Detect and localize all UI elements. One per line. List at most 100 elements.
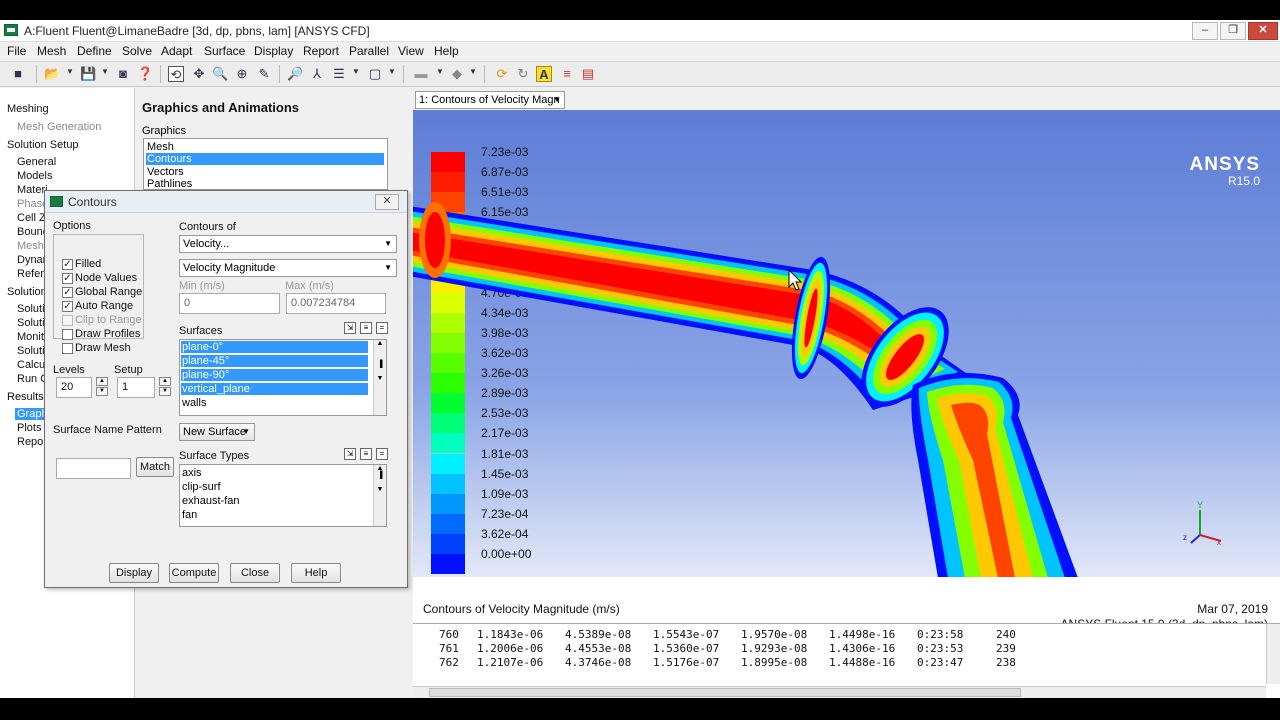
graphics-window-select[interactable]: 1: Contours of Velocity Magn ▼ xyxy=(415,91,565,109)
levels-increment-icon[interactable]: ▲ xyxy=(96,377,108,386)
tree-boundary-conditions[interactable]: Bound xyxy=(17,226,49,238)
console[interactable]: 760 1.1843e-06 4.5389e-08 1.5543e-07 1.9570e… xyxy=(413,623,1280,698)
close-button[interactable]: Close xyxy=(230,563,280,583)
min-field[interactable]: 0 xyxy=(179,293,280,314)
surface-item[interactable]: walls xyxy=(182,397,207,409)
setup-decrement-icon[interactable]: ▼ xyxy=(159,387,171,396)
menu-report[interactable]: Report xyxy=(303,44,340,58)
surface-type-item[interactable]: exhaust-fan xyxy=(182,495,240,507)
help-icon[interactable]: ❓ xyxy=(137,66,154,81)
surface-type-item[interactable]: fan xyxy=(182,509,198,521)
views-icon[interactable]: ☰ xyxy=(333,66,345,81)
console-horizontal-scrollbar[interactable] xyxy=(413,686,1266,698)
new-surface-button[interactable]: New Surface ▼ xyxy=(179,423,255,441)
restore-button[interactable]: ❐ xyxy=(1220,22,1246,40)
display-mode-icon[interactable]: ▬ xyxy=(414,66,428,81)
tree-graphics-and-animations[interactable]: Graph xyxy=(15,408,50,420)
residuals-icon[interactable]: ≡ xyxy=(563,66,571,81)
graphics-item-contours[interactable]: Contours xyxy=(146,153,384,165)
menu-file[interactable]: File xyxy=(7,44,27,58)
layout-icon[interactable]: ▢ xyxy=(368,66,382,81)
surface-type-item[interactable]: axis xyxy=(182,467,202,479)
probe-icon[interactable]: ✎ xyxy=(258,66,270,81)
tree-general[interactable]: General xyxy=(17,156,57,168)
filled-checkbox[interactable]: ✓ xyxy=(62,259,73,270)
graphics-item-vectors[interactable]: Vectors xyxy=(147,166,184,178)
tree-solution-methods[interactable]: Solutio xyxy=(17,303,51,315)
select-all-surfaces-icon[interactable]: ⇲ xyxy=(344,322,356,334)
node-values-checkbox[interactable]: ✓ xyxy=(62,273,73,284)
refresh-icon[interactable]: ⟳ xyxy=(496,66,508,81)
minimize-button[interactable]: – xyxy=(1192,22,1218,40)
draw-profiles-checkbox[interactable] xyxy=(62,329,73,340)
tree-dynamic-mesh[interactable]: Dynar xyxy=(17,254,47,266)
graphics-item-mesh[interactable]: Mesh xyxy=(147,141,174,153)
type-list-icon[interactable]: ≡ xyxy=(360,448,372,460)
tree-meshing[interactable]: Meshing xyxy=(7,103,49,115)
object-icon[interactable]: ◆ xyxy=(452,66,462,81)
rotate-icon[interactable]: ⟲ xyxy=(168,66,184,82)
surface-item[interactable]: plane-45° xyxy=(181,355,368,367)
tree-monitors[interactable]: Monito xyxy=(17,331,51,343)
draw-mesh-checkbox[interactable] xyxy=(62,343,73,354)
contours-dialog-title-bar[interactable]: Contours ✕ xyxy=(45,191,407,213)
auto-range-checkbox[interactable]: ✓ xyxy=(62,301,73,312)
menu-view[interactable]: View xyxy=(398,44,424,58)
axes-icon[interactable]: ⅄ xyxy=(313,66,321,81)
surface-types-list[interactable]: axis clip-surf exhaust-fan fan ▲ ▐ ▼ xyxy=(179,464,387,527)
zoom-icon[interactable]: 🔍 xyxy=(212,66,229,81)
close-window-button[interactable]: ✕ xyxy=(1248,22,1278,40)
display-button[interactable]: Display xyxy=(109,563,159,583)
setup-increment-icon[interactable]: ▲ xyxy=(159,377,171,386)
report-icon[interactable]: ▤ xyxy=(581,66,595,81)
surface-item[interactable]: plane-90° xyxy=(181,369,368,381)
setup-field[interactable]: 1 xyxy=(117,377,155,398)
tree-results[interactable]: Results xyxy=(7,391,44,403)
surface-types-scrollbar[interactable]: ▲ ▐ ▼ xyxy=(373,465,386,526)
zoom-in-icon[interactable]: ⊕ xyxy=(236,66,248,81)
graphics-list[interactable]: Mesh Contours Vectors Pathlines xyxy=(143,138,388,190)
tree-plots[interactable]: Plots xyxy=(17,422,42,434)
select-all-types-icon[interactable]: ⇲ xyxy=(344,448,356,460)
tree-calculation-activities[interactable]: Calcul xyxy=(17,359,48,371)
pan-icon[interactable]: ✥ xyxy=(193,66,205,81)
surface-type-item[interactable]: clip-surf xyxy=(182,481,221,493)
graphics-item-pathlines[interactable]: Pathlines xyxy=(147,178,193,190)
tree-solution[interactable]: Solution xyxy=(7,286,47,298)
clip-to-range-checkbox[interactable] xyxy=(62,315,73,326)
tree-mesh-interfaces[interactable]: Mesh xyxy=(17,240,44,252)
dialog-close-icon[interactable]: ✕ xyxy=(375,194,399,210)
surfaces-scrollbar[interactable]: ▲ ▐ ▼ xyxy=(373,340,386,415)
surface-list-icon[interactable]: ≡ xyxy=(360,322,372,334)
save-icon[interactable]: 💾 xyxy=(80,66,97,81)
max-field[interactable]: 0.007234784 xyxy=(286,293,386,314)
console-vertical-scrollbar[interactable] xyxy=(1266,624,1280,684)
global-range-checkbox[interactable]: ✓ xyxy=(62,287,73,298)
screenshot-icon[interactable]: ◙ xyxy=(119,66,127,81)
surfaces-list[interactable]: plane-0° plane-45° plane-90° vertical_plane… xyxy=(179,339,387,416)
compute-button[interactable]: Compute xyxy=(169,563,219,583)
help-button[interactable]: Help xyxy=(291,563,341,583)
deselect-types-icon[interactable]: = xyxy=(376,448,388,460)
surface-item[interactable]: vertical_plane xyxy=(181,383,368,395)
menu-solve[interactable]: Solve xyxy=(122,44,153,58)
surface-item[interactable]: plane-0° xyxy=(181,341,368,353)
ansys-a-icon[interactable]: A xyxy=(536,66,552,82)
levels-decrement-icon[interactable]: ▼ xyxy=(96,387,108,396)
menu-display[interactable]: Display xyxy=(254,44,294,58)
tree-solution-controls[interactable]: Solutio xyxy=(17,317,51,329)
tree-reports[interactable]: Repor xyxy=(17,436,47,448)
menu-mesh[interactable]: Mesh xyxy=(37,44,67,58)
tree-solution-initialization[interactable]: Solutio xyxy=(17,345,51,357)
tree-reference-values[interactable]: Refer xyxy=(17,268,44,280)
graphics-viewport[interactable]: 7.23e-036.87e-036.51e-036.15e-035.79e-03… xyxy=(413,110,1280,577)
tree-phases[interactable]: Phase xyxy=(17,198,49,210)
tree-mesh-generation[interactable]: Mesh Generation xyxy=(17,121,102,133)
tree-models[interactable]: Models xyxy=(17,170,53,182)
tree-cell-zones[interactable]: Cell Zo xyxy=(17,212,52,224)
home-icon[interactable]: ■ xyxy=(14,66,22,81)
menu-adapt[interactable]: Adapt xyxy=(161,44,193,58)
deselect-surfaces-icon[interactable]: = xyxy=(376,322,388,334)
sync-icon[interactable]: ↻ xyxy=(517,66,529,81)
match-button[interactable]: Match xyxy=(136,457,174,477)
